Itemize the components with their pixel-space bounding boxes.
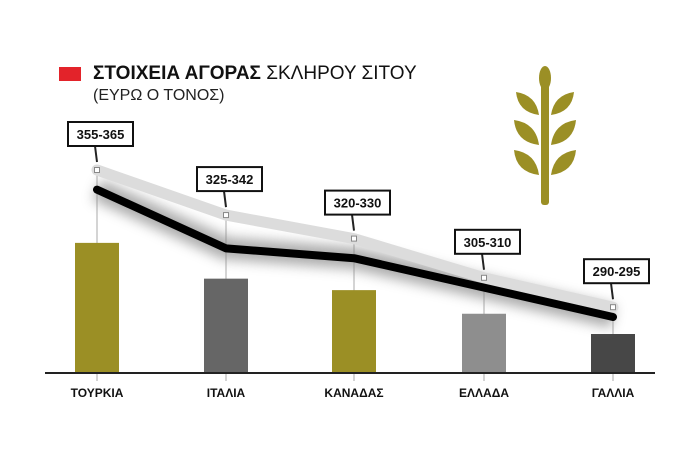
point-marker <box>94 167 100 173</box>
x-tick-label: ΕΛΛΑΔΑ <box>459 386 509 400</box>
value-label: 355-365 <box>77 127 125 142</box>
value-label-box <box>324 189 391 216</box>
x-tick-label: ΚΑΝΑΔΑΣ <box>324 386 383 400</box>
wheat-icon <box>514 66 576 205</box>
label-leader <box>481 253 485 270</box>
x-tick-label: ΙΤΑΛΙΑ <box>207 386 246 400</box>
point-marker <box>481 274 487 281</box>
series-low-line <box>93 185 617 321</box>
value-label: 290-295 <box>593 264 641 279</box>
value-label-box <box>67 121 134 147</box>
bar-2 <box>204 278 248 373</box>
x-tick-label: ΤΟΥΡΚΙΑ <box>71 386 124 400</box>
point-marker <box>610 304 616 311</box>
label-leader <box>223 190 227 208</box>
bar-5 <box>591 334 635 373</box>
label-leader <box>610 283 614 300</box>
value-label: 320-330 <box>334 196 382 211</box>
label-leader <box>94 145 98 163</box>
value-label-box <box>454 228 521 255</box>
value-label: 325-342 <box>206 172 254 187</box>
value-label-box <box>583 258 650 285</box>
bar-4 <box>462 313 506 373</box>
value-label: 305-310 <box>464 235 512 250</box>
chart-title: ΣΤΟΙΧΕΙΑ ΑΓΟΡΑΣ ΣΚΛΗΡΟΥ ΣΙΤΟΥ <box>93 63 417 84</box>
label-leader <box>351 214 355 231</box>
title-marker <box>59 67 81 81</box>
point-marker <box>223 212 229 219</box>
chart-subtitle: (ΕΥΡΩ Ο ΤΟΝΟΣ) <box>93 87 225 104</box>
bar-1 <box>75 242 119 373</box>
value-label-box <box>196 166 263 193</box>
x-tick-label: ΓΑΛΛΙΑ <box>592 386 635 400</box>
bar-3 <box>332 290 376 373</box>
point-marker <box>351 235 357 242</box>
